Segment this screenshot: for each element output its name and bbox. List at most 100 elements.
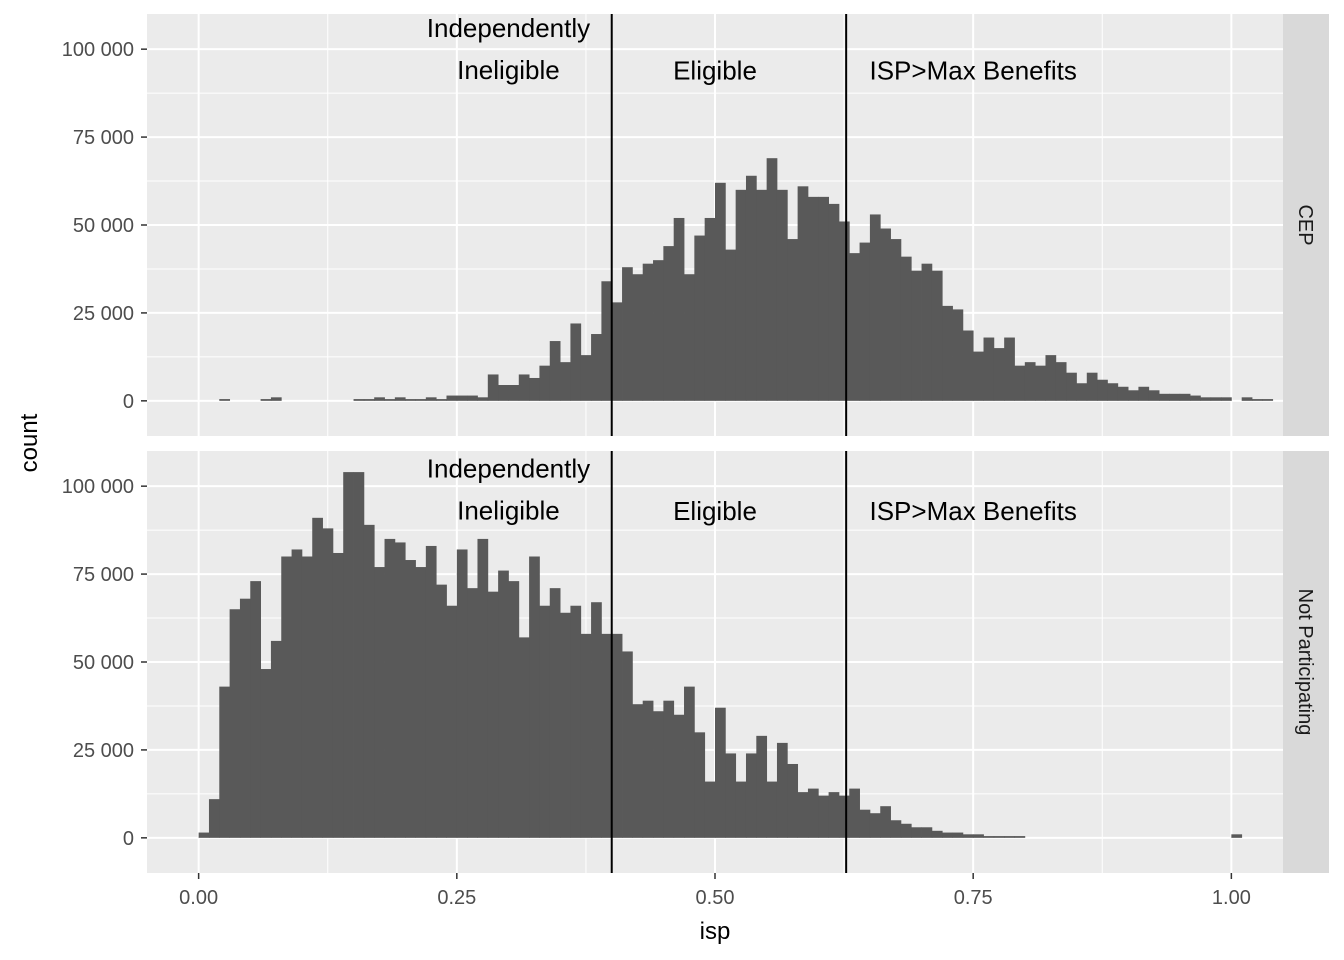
histogram-bar bbox=[405, 560, 416, 838]
histogram-bar bbox=[766, 781, 778, 838]
histogram-bar bbox=[1014, 365, 1026, 401]
annotation-line: Eligible bbox=[673, 55, 757, 85]
histogram-bar bbox=[1004, 836, 1015, 838]
facet-panel-1: Independently Ineligible Eligible ISP>Max B… bbox=[62, 13, 1329, 436]
histogram-bar bbox=[931, 830, 943, 838]
annotation-line: Ineligible bbox=[457, 496, 560, 526]
histogram-bar bbox=[704, 217, 716, 401]
histogram-bar bbox=[580, 633, 592, 838]
histogram-bar bbox=[332, 552, 344, 838]
histogram-bar bbox=[983, 337, 995, 401]
histogram-bar bbox=[859, 242, 871, 401]
histogram-bar bbox=[880, 228, 891, 401]
x-tick-label: 0.50 bbox=[696, 887, 735, 909]
histogram-bar bbox=[642, 700, 654, 838]
facet-strip-label: CEP bbox=[1294, 204, 1316, 245]
histogram-bar bbox=[529, 377, 540, 401]
facet-strip-label: Not Participating bbox=[1294, 589, 1316, 736]
histogram-bar bbox=[890, 239, 902, 401]
histogram-bar bbox=[322, 528, 334, 838]
histogram-bar bbox=[384, 399, 396, 401]
histogram-bar bbox=[622, 267, 633, 401]
histogram-bar bbox=[663, 246, 675, 401]
histogram-bar bbox=[570, 323, 582, 401]
histogram-bar bbox=[653, 260, 664, 401]
histogram-bar bbox=[518, 637, 530, 838]
histogram-bar bbox=[560, 362, 571, 401]
histogram-bar bbox=[900, 256, 912, 401]
histogram-bar bbox=[611, 633, 623, 838]
histogram-bar bbox=[498, 385, 509, 401]
histogram-bar bbox=[828, 792, 840, 838]
histogram-bar bbox=[797, 792, 809, 838]
histogram-bar bbox=[394, 542, 406, 838]
histogram-bar bbox=[828, 203, 840, 401]
histogram-bar bbox=[518, 374, 530, 401]
histogram-bar bbox=[838, 221, 850, 401]
histogram-bar bbox=[1045, 355, 1057, 401]
histogram-bar bbox=[973, 834, 984, 838]
histogram-bar bbox=[1231, 834, 1243, 838]
histogram-bar bbox=[838, 795, 850, 838]
x-tick-label: 0.25 bbox=[437, 887, 476, 909]
histogram-bar bbox=[911, 270, 922, 401]
histogram-bar bbox=[1117, 386, 1129, 401]
histogram-bar bbox=[622, 651, 633, 838]
histogram-bar bbox=[301, 556, 313, 838]
histogram-bar bbox=[529, 556, 540, 838]
histogram-bar bbox=[570, 605, 582, 838]
histogram-bar bbox=[684, 274, 695, 401]
histogram-bar bbox=[1169, 393, 1181, 401]
histogram-bar bbox=[694, 732, 706, 838]
histogram-bar bbox=[415, 567, 427, 838]
histogram-bar bbox=[281, 556, 292, 838]
histogram-bar bbox=[993, 348, 1005, 401]
histogram-bar bbox=[250, 581, 261, 838]
y-tick-label: 0 bbox=[123, 828, 134, 850]
histogram-bar bbox=[921, 263, 933, 401]
annotation-line: Eligible bbox=[673, 496, 757, 526]
histogram-bar bbox=[952, 309, 964, 401]
histogram-bar bbox=[673, 217, 685, 401]
histogram-bar bbox=[467, 395, 478, 401]
histogram-bar bbox=[508, 581, 520, 838]
y-axis-title: count bbox=[16, 413, 43, 472]
histogram-bar bbox=[890, 820, 902, 838]
histogram-bar bbox=[270, 640, 282, 838]
histogram-bar bbox=[745, 753, 757, 838]
y-tick-label: 50 000 bbox=[73, 652, 134, 674]
histogram-bar bbox=[1210, 397, 1222, 401]
histogram-bar bbox=[766, 158, 778, 401]
histogram-bar bbox=[1221, 397, 1232, 401]
histogram-bar bbox=[219, 686, 231, 838]
histogram-bar bbox=[467, 588, 478, 838]
histogram-bar bbox=[580, 355, 592, 401]
histogram-bar bbox=[735, 781, 747, 838]
histogram-bar bbox=[1262, 399, 1274, 401]
histogram-bar bbox=[1200, 397, 1212, 401]
histogram-bar bbox=[446, 605, 458, 838]
histogram-bar bbox=[756, 735, 768, 838]
panel-annotation: Independently Ineligible bbox=[427, 13, 590, 85]
histogram-bar bbox=[1035, 365, 1046, 401]
histogram-bar bbox=[1097, 379, 1108, 401]
histogram-bar bbox=[715, 182, 726, 401]
y-tick-label: 75 000 bbox=[73, 127, 134, 149]
histogram-bar bbox=[787, 763, 799, 838]
histogram-bar bbox=[807, 788, 819, 838]
histogram-bar bbox=[508, 385, 520, 401]
histogram-bar bbox=[611, 302, 623, 401]
histogram-bar bbox=[931, 270, 943, 401]
histogram-bar bbox=[560, 612, 571, 838]
histogram-bar bbox=[487, 374, 499, 401]
y-tick-label: 75 000 bbox=[73, 564, 134, 586]
histogram-bar bbox=[642, 263, 654, 401]
histogram-bar bbox=[260, 399, 272, 401]
histogram-bar bbox=[591, 334, 602, 401]
histogram-bar bbox=[869, 214, 881, 401]
histogram-bar bbox=[942, 305, 953, 401]
histogram-bar bbox=[663, 700, 675, 838]
histogram-bar bbox=[456, 549, 468, 838]
histogram-bar bbox=[973, 351, 984, 401]
